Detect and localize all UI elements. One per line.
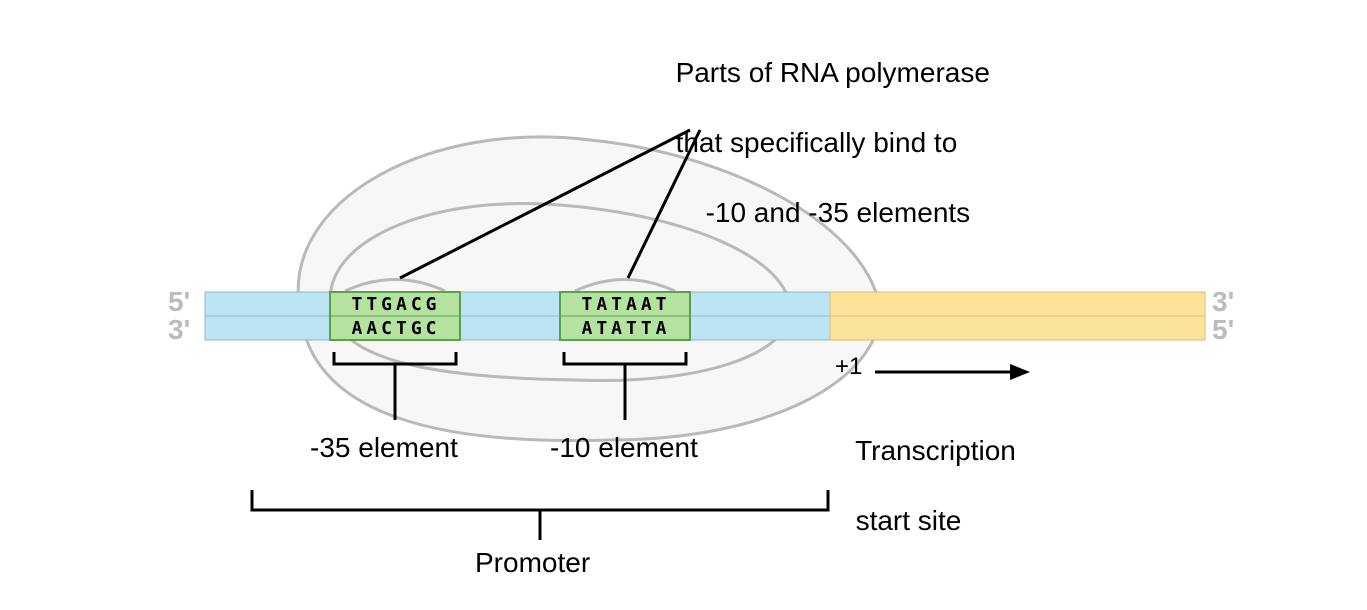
diagram-canvas: { "layout": { "width": 1367, "height": 6…	[0, 0, 1367, 610]
plus1-label: +1	[835, 352, 862, 382]
transcription-arrow	[875, 364, 1030, 380]
top-note-line1: Parts of RNA polymerase	[676, 57, 990, 88]
caption-minus35: -35 element	[310, 430, 458, 465]
top-note: Parts of RNA polymerase that specificall…	[660, 20, 990, 230]
dna-bot-gene	[830, 316, 1205, 340]
right-5prime: 5'	[1212, 312, 1234, 347]
tss-line2: start site	[856, 505, 962, 536]
dna-top-gene	[830, 292, 1205, 316]
dna-top-promoter	[205, 292, 830, 316]
seq-35-bot: AACTGC	[335, 318, 457, 339]
bracket-promoter	[252, 490, 828, 540]
tss-line1: Transcription	[855, 435, 1016, 466]
caption-minus10: -10 element	[550, 430, 698, 465]
left-3prime: 3'	[168, 312, 190, 347]
seq-35-top: TTGACG	[335, 294, 457, 315]
top-note-line2: that specifically bind to	[676, 127, 958, 158]
tss-label: Transcription start site	[840, 398, 1016, 538]
promoter-label: Promoter	[475, 545, 590, 580]
seq-10-bot: ATATTA	[565, 318, 687, 339]
seq-10-top: TATAAT	[565, 294, 687, 315]
dna-bot-promoter	[205, 316, 830, 340]
top-note-line3: -10 and -35 elements	[676, 197, 971, 228]
